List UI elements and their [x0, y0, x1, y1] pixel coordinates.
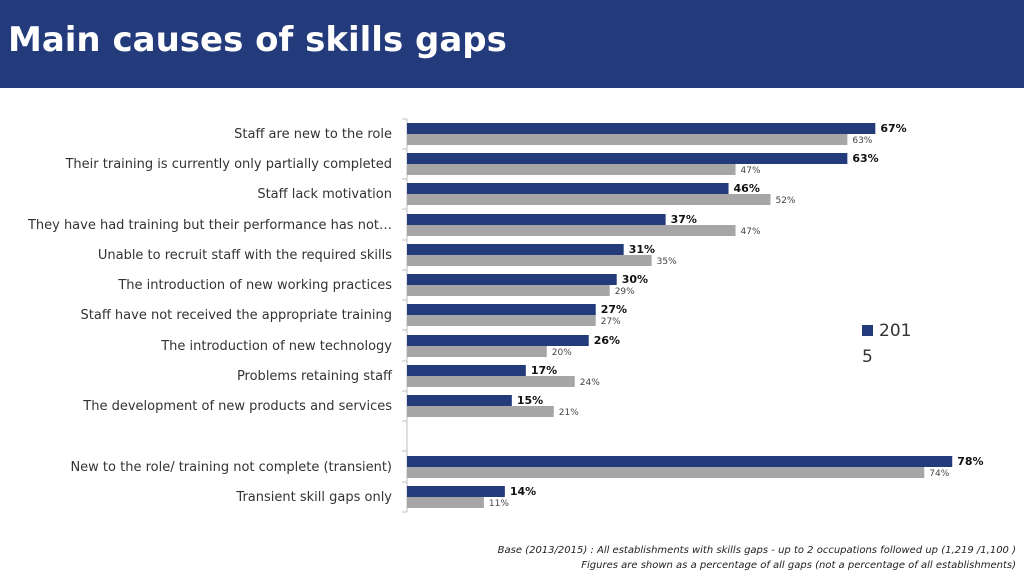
bar-2013: [407, 346, 547, 357]
data-label-2015: 14%: [510, 485, 536, 498]
data-label-2015: 46%: [734, 182, 760, 195]
header-bar: Main causes of skills gaps: [0, 0, 1024, 88]
bar-2015: [407, 486, 505, 497]
category-label: Staff lack motivation: [257, 187, 392, 202]
category-label: Problems retaining staff: [237, 369, 393, 384]
data-label-2013: 35%: [657, 257, 677, 267]
bar-2013: [407, 285, 610, 296]
bar-2015: [407, 214, 666, 225]
page-title: Main causes of skills gaps: [8, 20, 507, 60]
data-label-2013: 20%: [552, 348, 572, 358]
data-label-2015: 31%: [629, 243, 655, 256]
bar-2015: [407, 183, 729, 194]
footnote-base: Base (2013/2015) : All establishments wi…: [497, 545, 1016, 556]
bar-2013: [407, 406, 554, 417]
data-label-2015: 27%: [601, 303, 627, 316]
category-label: Staff are new to the role: [234, 127, 392, 142]
category-label: New to the role/ training not complete (…: [70, 460, 392, 475]
chart-legend: 2015: [862, 318, 922, 370]
data-label-2013: 11%: [489, 499, 509, 509]
bar-2013: [407, 194, 771, 205]
data-label-2013: 21%: [559, 408, 579, 418]
bar-2013: [407, 315, 596, 326]
bar-2013: [407, 164, 736, 175]
data-label-2013: 24%: [580, 378, 600, 388]
legend-label-2015: 2015: [862, 321, 912, 367]
category-label: The introduction of new working practice…: [117, 278, 392, 293]
category-label: They have had training but their perform…: [27, 218, 392, 233]
footnote-note: Figures are shown as a percentage of all…: [581, 560, 1016, 571]
data-label-2013: 52%: [775, 196, 795, 206]
data-label-2015: 15%: [517, 394, 543, 407]
bar-2013: [407, 134, 848, 145]
data-label-2013: 27%: [601, 317, 621, 327]
legend-swatch-2015: [862, 325, 873, 336]
data-label-2015: 63%: [852, 152, 878, 165]
bar-2015: [407, 304, 596, 315]
data-label-2015: 26%: [594, 334, 620, 347]
data-label-2013: 47%: [741, 227, 761, 237]
data-label-2013: 74%: [929, 469, 949, 479]
bar-2015: [407, 365, 526, 376]
bar-2015: [407, 123, 876, 134]
category-label: Staff have not received the appropriate …: [81, 308, 392, 323]
data-label-2015: 17%: [531, 364, 557, 377]
bar-2015: [407, 395, 512, 406]
bar-2015: [407, 274, 617, 285]
data-label-2015: 78%: [957, 455, 983, 468]
category-label: Unable to recruit staff with the require…: [98, 248, 392, 263]
bar-2013: [407, 255, 652, 266]
bar-2015: [407, 244, 624, 255]
bar-2013: [407, 497, 484, 508]
bar-2015: [407, 153, 848, 164]
category-label: Transient skill gaps only: [235, 490, 392, 505]
category-label: Their training is currently only partial…: [64, 157, 392, 172]
bar-2013: [407, 376, 575, 387]
bar-2015: [407, 335, 589, 346]
data-label-2015: 37%: [671, 213, 697, 226]
bar-2015: [407, 456, 953, 467]
data-label-2013: 47%: [741, 166, 761, 176]
bar-2013: [407, 225, 736, 236]
category-label: The development of new products and serv…: [82, 399, 392, 414]
bar-2013: [407, 467, 925, 478]
category-label: The introduction of new technology: [160, 339, 392, 354]
data-label-2013: 29%: [615, 287, 635, 297]
data-label-2013: 63%: [852, 136, 872, 146]
data-label-2015: 67%: [880, 122, 906, 135]
data-label-2015: 30%: [622, 273, 648, 286]
